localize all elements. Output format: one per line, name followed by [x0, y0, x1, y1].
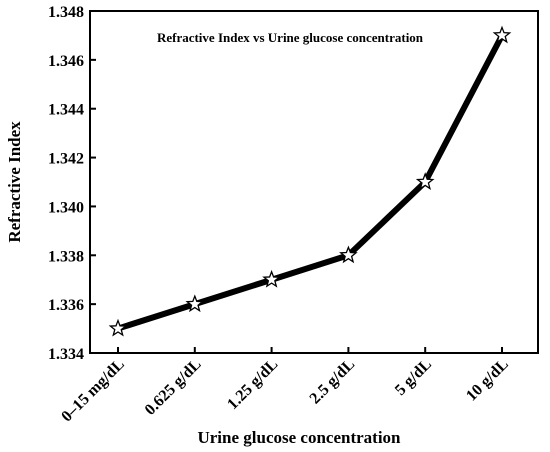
x-tick-label: 0–15 mg/dL	[58, 356, 128, 426]
y-axis: 1.334 1.336 1.338 1.340 1.342 1.344 1.346 1.348	[48, 4, 96, 363]
y-tick-label: 1.346	[48, 53, 84, 70]
y-tick-label: 1.348	[48, 4, 84, 21]
x-tick-label: 0.625 g/dL	[142, 356, 205, 419]
data-point-star	[339, 245, 358, 264]
data-point-star	[262, 269, 281, 288]
data-point-star	[108, 318, 128, 337]
y-tick-label: 1.340	[48, 199, 84, 216]
y-tick-label: 1.342	[48, 151, 84, 168]
x-tick-label: 2.5 g/dL	[307, 356, 359, 408]
x-tick-label: 1.25 g/dL	[224, 356, 281, 413]
x-axis-title: Urine glucose concentration	[197, 428, 401, 447]
data-point-star	[492, 25, 512, 44]
data-point-star	[185, 294, 205, 313]
y-tick-label: 1.334	[48, 346, 84, 363]
y-tick-label: 1.344	[48, 102, 84, 119]
data-point-star	[415, 172, 435, 190]
series-layer	[108, 25, 512, 337]
chart-title: Refractive Index vs Urine glucose concen…	[157, 30, 424, 45]
series-line	[115, 32, 505, 332]
x-tick-label: 10 g/dL	[463, 356, 512, 405]
y-tick-label: 1.338	[48, 248, 84, 265]
y-tick-label: 1.336	[48, 297, 84, 314]
x-axis: 0–15 mg/dL 0.625 g/dL 1.25 g/dL 2.5 g/dL 5 g…	[58, 347, 512, 425]
y-axis-title: Refractive Index	[5, 121, 24, 243]
x-tick-label: 5 g/dL	[392, 356, 435, 399]
plot-frame	[89, 10, 539, 354]
